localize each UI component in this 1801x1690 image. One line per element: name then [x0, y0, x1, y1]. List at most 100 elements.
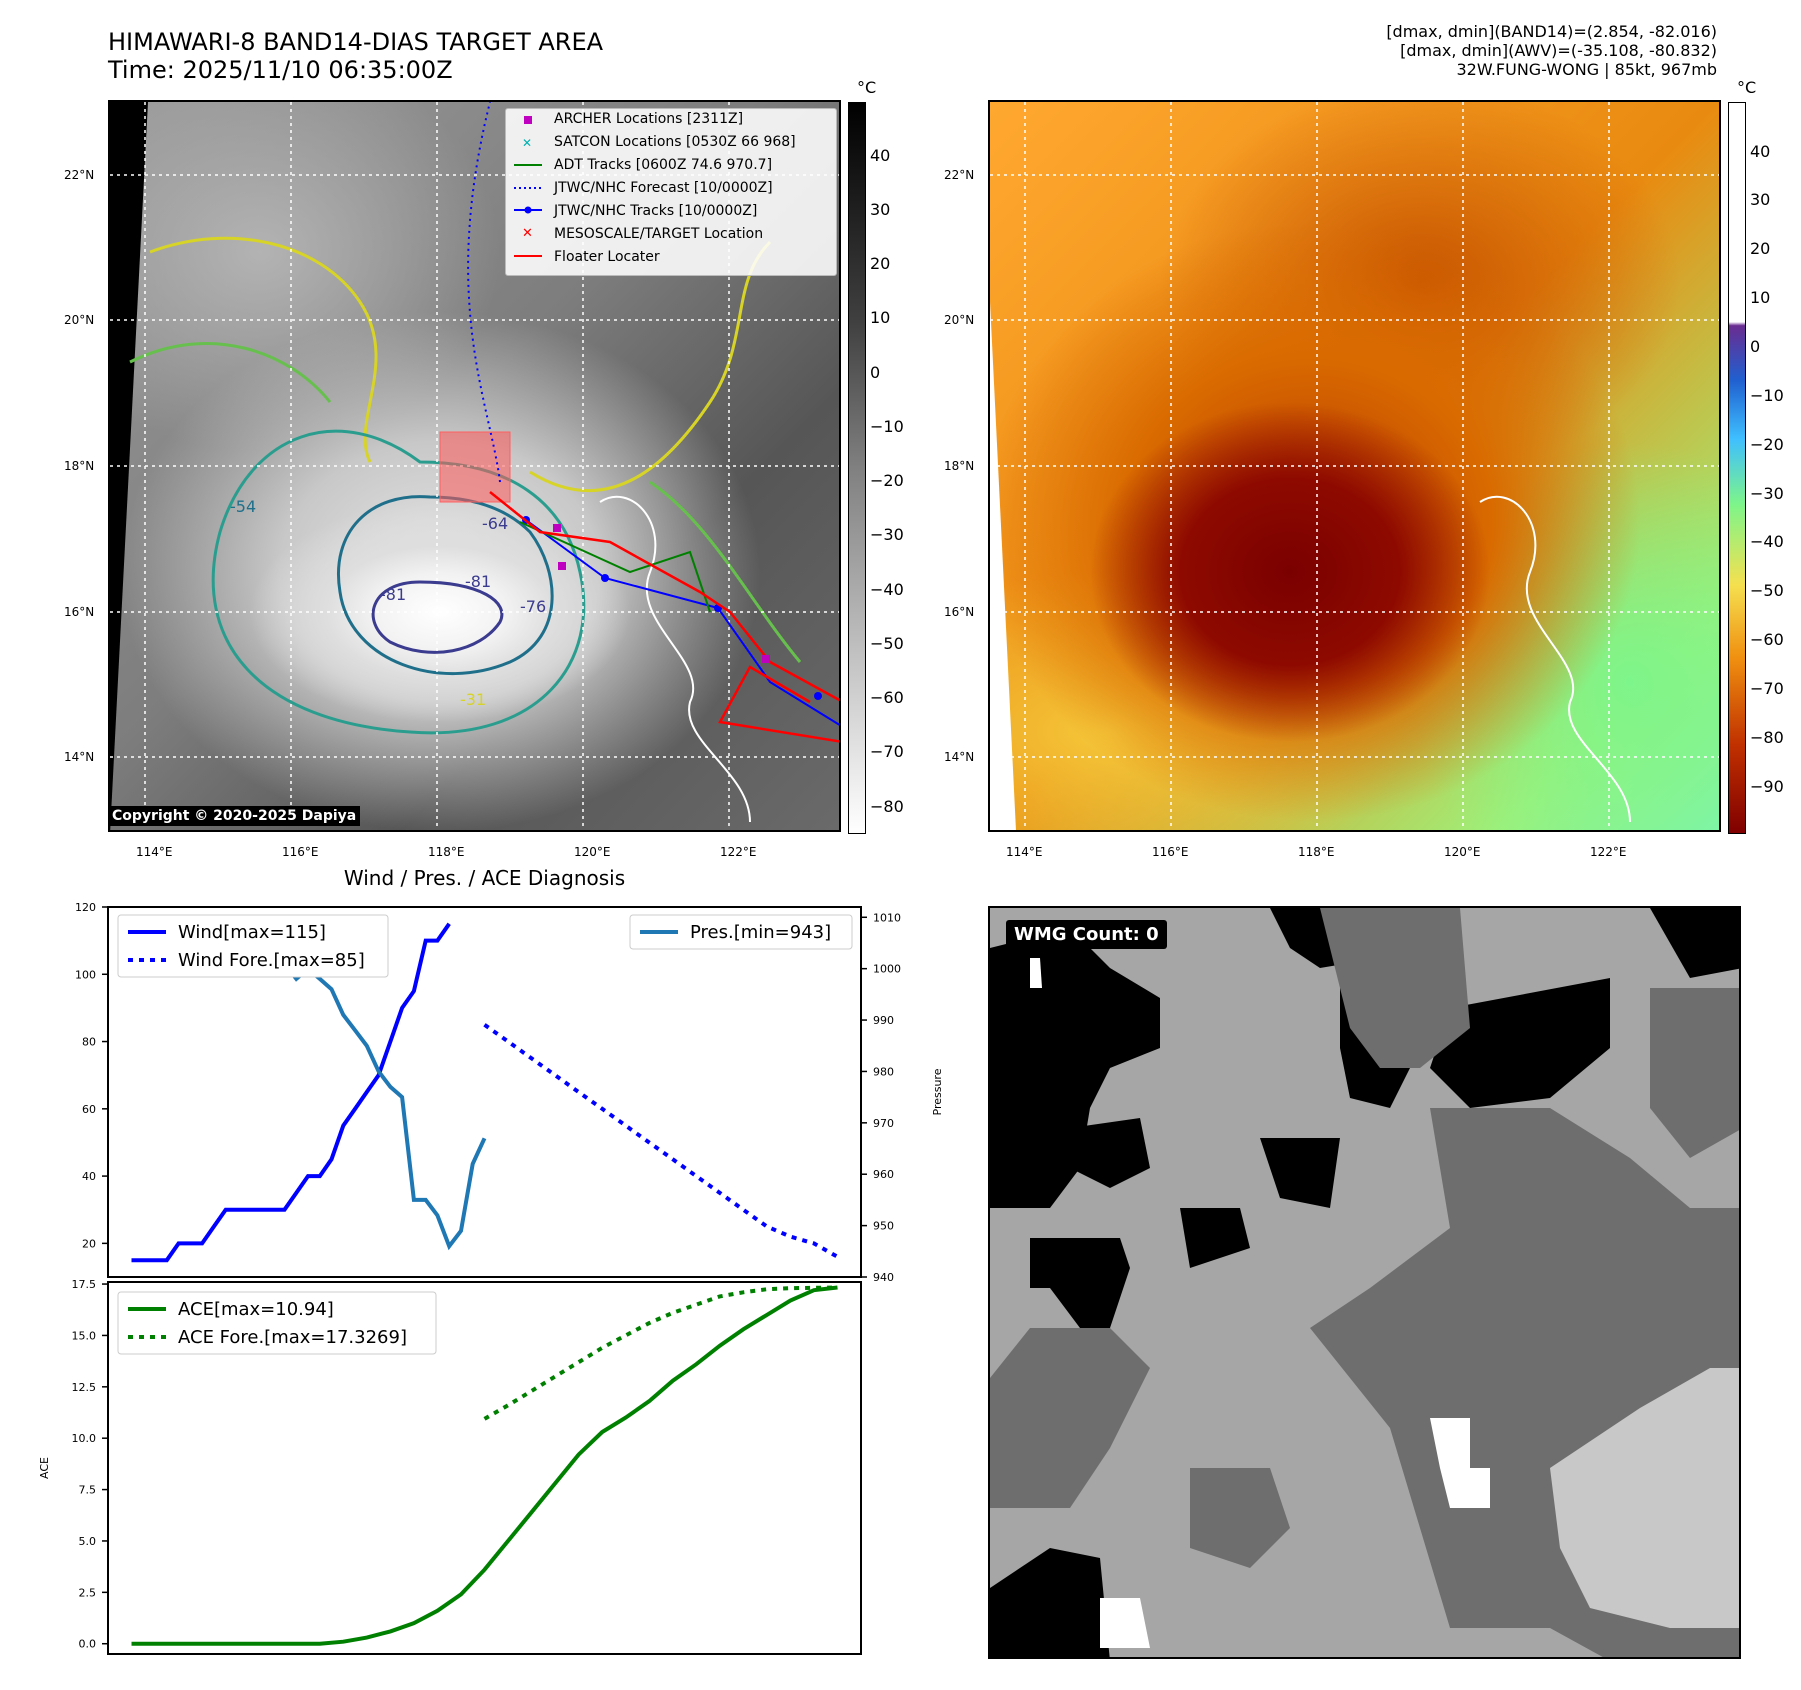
lat-tick-16: 16°N — [64, 605, 95, 619]
plot-frame — [107, 906, 862, 1278]
contour-label-4: -81 — [465, 572, 492, 591]
bt-lon-tick-122: 122°E — [1590, 845, 1627, 859]
color-tick: −20 — [1750, 435, 1784, 454]
bt-lat-tick-22: 22°N — [944, 168, 975, 182]
bt-lon-tick-118: 118°E — [1298, 845, 1335, 859]
archer-points — [553, 524, 770, 663]
contour-label-6: -31 — [460, 690, 487, 709]
y2-tick-label: 990 — [873, 1014, 894, 1027]
y2-tick-label: 1010 — [873, 911, 901, 924]
gray-tick: −60 — [870, 688, 904, 707]
color-colorbar-unit: °C — [1737, 78, 1757, 97]
y-tick-label: 0.0 — [79, 1638, 97, 1651]
y-tick-label: 7.5 — [79, 1484, 97, 1497]
gray-tick: −70 — [870, 742, 904, 761]
y-tick-label: 10.0 — [72, 1432, 97, 1445]
wind-pressure-chart: 120 100 80 60 40 20 1010 1000 990 980 970 960 950 940… — [75, 901, 944, 1284]
storm-info: [dmax, dmin](BAND14)=(2.854, -82.016) [d… — [1386, 22, 1717, 79]
bt-lat-tick-18: 18°N — [944, 459, 975, 473]
y2-tick-label: 1000 — [873, 963, 901, 976]
ir-overlay — [110, 102, 839, 830]
ir-no-data-left — [110, 102, 148, 830]
svg-text:✕: ✕ — [522, 136, 532, 150]
color-tick: 20 — [1750, 239, 1771, 258]
contour-label-3: -81 — [380, 585, 407, 604]
gray-tick: 20 — [870, 254, 891, 273]
y-tick-label: 100 — [75, 968, 96, 981]
gray-colorbar — [848, 102, 866, 834]
lat-tick-18: 18°N — [64, 459, 95, 473]
y2-tick-label: 960 — [873, 1168, 894, 1181]
color-tick: −40 — [1750, 532, 1784, 551]
info-line3: 32W.FUNG-WONG | 85kt, 967mb — [1456, 60, 1717, 79]
adt-track — [519, 521, 711, 613]
legend-label: Wind[max=115] — [178, 922, 326, 943]
bt-colored-panel — [988, 100, 1721, 832]
lon-tick-120: 120°E — [574, 845, 611, 859]
wind-legend-box — [117, 914, 389, 978]
y-tick-label: 20 — [82, 1237, 96, 1250]
wmg-panel: WMG Count: 0 — [988, 906, 1741, 1659]
gray-tick: 40 — [870, 146, 891, 165]
gray-colorbar-unit: °C — [857, 78, 877, 97]
lat-tick-22: 22°N — [64, 168, 95, 182]
y-tick-label: 60 — [82, 1103, 96, 1116]
coastline — [599, 495, 751, 823]
floater-locater — [489, 491, 839, 743]
pres-legend-box — [629, 914, 853, 950]
gray-tick: −10 — [870, 417, 904, 436]
color-tick: −10 — [1750, 386, 1784, 405]
color-tick: −30 — [1750, 484, 1784, 503]
wmg-count-label: WMG Count: 0 — [1006, 920, 1167, 949]
y2-tick-label: 980 — [873, 1065, 894, 1078]
legend-floater: Floater Locater — [554, 249, 660, 265]
lat-tick-20: 20°N — [64, 313, 95, 327]
copyright-label: Copyright © 2020-2025 Dapiya — [108, 806, 361, 826]
series-line — [483, 1023, 839, 1259]
series-line — [483, 1285, 838, 1421]
ace-legend-box — [117, 1291, 437, 1355]
gray-tick: −20 — [870, 471, 904, 490]
legend-markers: ✕ ✕ — [514, 116, 542, 257]
series-line — [131, 922, 451, 1263]
info-line2: [dmax, dmin](AWV)=(-35.108, -80.832) — [1400, 41, 1717, 60]
color-tick: 40 — [1750, 142, 1771, 161]
ace-chart: 17.5 15.0 12.5 10.0 7.5 5.0 2.5 0.0 ACE ACE[max=1… — [38, 1278, 862, 1655]
y-axis-label: ACE — [38, 1457, 51, 1479]
color-tick: −60 — [1750, 630, 1784, 649]
y2-tick-label: 950 — [873, 1220, 894, 1233]
ir-contours — [129, 236, 802, 735]
y-tick-label: 17.5 — [72, 1278, 97, 1291]
color-tick: −50 — [1750, 581, 1784, 600]
legend-jtwc-tracks: JTWC/NHC Tracks [10/0000Z] — [554, 203, 758, 219]
bt-coastline — [1479, 495, 1631, 823]
color-tick: −70 — [1750, 679, 1784, 698]
legend-label: Wind Fore.[max=85] — [178, 950, 365, 971]
bt-overlay — [990, 102, 1719, 830]
contour-label-2: -64 — [482, 514, 509, 533]
series-line — [131, 1285, 838, 1646]
gray-tick: −80 — [870, 797, 904, 816]
lat-tick-14: 14°N — [64, 750, 95, 764]
bt-grid-lines — [990, 102, 1719, 830]
lon-tick-118: 118°E — [428, 845, 465, 859]
gray-tick: 30 — [870, 200, 891, 219]
color-tick: 30 — [1750, 190, 1771, 209]
y-tick-label: 2.5 — [79, 1586, 97, 1599]
bt-no-data-left — [990, 302, 1026, 830]
contour-label-5: -76 — [520, 597, 547, 616]
y2-tick-label: 940 — [873, 1271, 894, 1284]
ir-satellite-panel: -54 -64 -81 -81 -76 -31 ✕ ✕ ARCHER Locat… — [108, 100, 841, 832]
gray-tick: −50 — [870, 634, 904, 653]
color-tick: −90 — [1750, 777, 1784, 796]
wmg-image — [990, 908, 1739, 1657]
bt-lat-tick-14: 14°N — [944, 750, 975, 764]
lon-tick-114: 114°E — [136, 845, 173, 859]
color-tick: 0 — [1750, 337, 1761, 356]
gray-tick: −30 — [870, 525, 904, 544]
legend-mesoscale: MESOSCALE/TARGET Location — [554, 226, 764, 242]
y2-axis-label: Pressure — [931, 1068, 944, 1115]
figure-title: HIMAWARI-8 BAND14-DIAS TARGET AREA Time:… — [108, 28, 603, 84]
gray-tick: −40 — [870, 580, 904, 599]
diagnosis-title: Wind / Pres. / ACE Diagnosis — [343, 866, 626, 890]
